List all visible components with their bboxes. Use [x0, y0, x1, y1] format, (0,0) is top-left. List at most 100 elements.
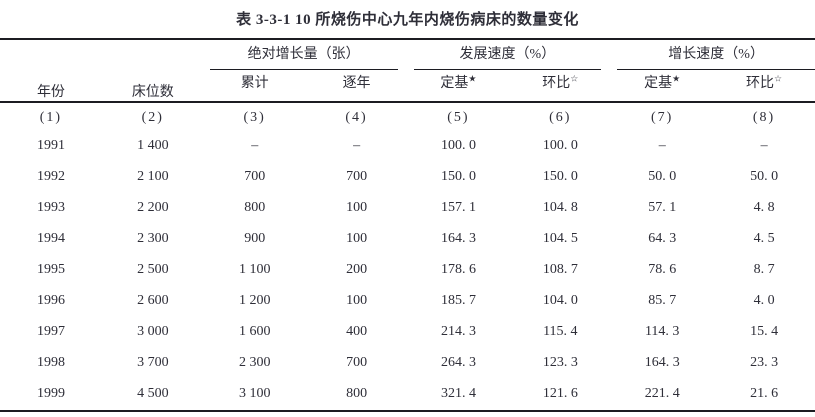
- table-cell: 4. 5: [753, 231, 775, 246]
- table-cell: 185. 7: [440, 293, 476, 308]
- subheader-label: 定基: [440, 76, 469, 91]
- table-cell: 1991: [36, 138, 65, 153]
- group-label-absolute-growth: 绝对增长量（张）: [209, 40, 398, 70]
- col-header-year: 年份: [0, 39, 102, 103]
- table-cell: 800: [244, 200, 266, 215]
- table-cell: 104. 0: [542, 293, 578, 308]
- table-cell: 150. 0: [542, 169, 578, 184]
- open-star-mark: ☆: [774, 73, 783, 84]
- table-header: 年份 床位数 绝对增长量（张） 发展速度（%） 增长速度（%） 累计 逐年 定基…: [0, 39, 815, 103]
- column-number: (7): [651, 110, 674, 125]
- table-cell: 50. 0: [750, 169, 779, 184]
- table-cell: –: [353, 138, 361, 153]
- table-cell: 2 600: [137, 293, 169, 308]
- table-row: 1993 2 200 800 100 157. 1 104. 8 57. 1 4. 8: [0, 193, 815, 224]
- column-number: (5): [447, 110, 470, 125]
- table-cell: 1995: [36, 262, 65, 277]
- table-cell: 1 400: [137, 138, 169, 153]
- table-cell: 8. 7: [753, 262, 775, 277]
- table-cell: 4. 0: [753, 293, 775, 308]
- column-number-row: (1) (2) (3) (4) (5) (6) (7) (8): [0, 102, 815, 131]
- table-cell: 3 100: [238, 386, 271, 401]
- filled-star-mark: ★: [468, 73, 477, 84]
- table-title: 表 3-3-1 10 所烧伤中心九年内烧伤病床的数量变化: [236, 12, 579, 28]
- column-number: (4): [345, 110, 368, 125]
- subheader-label: 定基: [644, 76, 673, 91]
- table-cell: 1994: [36, 231, 65, 246]
- table-cell: 100. 0: [542, 138, 578, 153]
- table-cell: 2 100: [137, 169, 169, 184]
- col-header-yearly: 逐年: [305, 70, 408, 103]
- col-header-cumulative: 累计: [203, 70, 306, 103]
- subheader-label: 累计: [240, 76, 269, 91]
- header-group-row: 年份 床位数 绝对增长量（张） 发展速度（%） 增长速度（%）: [0, 39, 815, 103]
- table-cell: –: [251, 138, 259, 153]
- table-cell: 4 500: [137, 386, 169, 401]
- table-cell: 21. 6: [750, 386, 779, 401]
- subheader-label: 环比: [542, 76, 571, 91]
- table-cell: 321. 4: [440, 386, 476, 401]
- table-row: 1996 2 600 1 200 100 185. 7 104. 0 85. 7 4. 0: [0, 286, 815, 317]
- table-cell: 1 100: [238, 262, 271, 277]
- table-cell: 1999: [36, 386, 65, 401]
- table-row: 1994 2 300 900 100 164. 3 104. 5 64. 3 4. 5: [0, 224, 815, 255]
- col-header-dev-fixed-base: 定基★: [407, 70, 510, 103]
- table-cell: 800: [346, 386, 368, 401]
- column-number: (3): [243, 110, 266, 125]
- burn-beds-statistics-table: 年份 床位数 绝对增长量（张） 发展速度（%） 增长速度（%） 累计 逐年 定基…: [0, 38, 815, 412]
- table-cell: 78. 6: [648, 262, 677, 277]
- col-header-beds: 床位数: [101, 39, 204, 103]
- col-header-growth-fixed-base: 定基★: [611, 70, 714, 103]
- table-cell: 164. 3: [440, 231, 476, 246]
- table-cell: 2 500: [137, 262, 169, 277]
- header-sub-row: 累计 逐年 定基★ 环比☆ 定基★ 环比☆: [0, 70, 815, 103]
- table-row: 1991 1 400 – – 100. 0 100. 0 – –: [0, 131, 815, 162]
- table-cell: 1 200: [238, 293, 271, 308]
- column-number: (6): [549, 110, 572, 125]
- table-cell: 700: [244, 169, 266, 184]
- table-cell: 57. 1: [648, 200, 677, 215]
- table-cell: 100: [346, 293, 368, 308]
- table-cell: 1996: [36, 293, 65, 308]
- table-row: 1997 3 000 1 600 400 214. 3 115. 4 114. 3 15. 4: [0, 317, 815, 348]
- table-row: 1998 3 700 2 300 700 264. 3 123. 3 164. 3 23. 3: [0, 348, 815, 379]
- table-cell: 164. 3: [644, 355, 680, 370]
- table-cell: 23. 3: [750, 355, 779, 370]
- table-cell: 108. 7: [542, 262, 578, 277]
- table-cell: 85. 7: [648, 293, 677, 308]
- table-cell: 1998: [36, 355, 65, 370]
- table-cell: –: [658, 138, 666, 153]
- col-group-absolute-growth: 绝对增长量（张）: [204, 39, 408, 70]
- table-cell: 100: [346, 200, 368, 215]
- table-cell: 1997: [36, 324, 65, 339]
- table-cell: 264. 3: [440, 355, 476, 370]
- table-cell: 115. 4: [543, 324, 578, 339]
- table-cell: 104. 8: [542, 200, 578, 215]
- subheader-label: 环比: [746, 76, 775, 91]
- table-cell: 3 000: [137, 324, 169, 339]
- table-cell: 15. 4: [750, 324, 779, 339]
- table-cell: 214. 3: [440, 324, 476, 339]
- table-cell: 1993: [36, 200, 65, 215]
- table-cell: 64. 3: [648, 231, 677, 246]
- table-cell: 178. 6: [440, 262, 476, 277]
- table-cell: 104. 5: [542, 231, 578, 246]
- table-cell: 4. 8: [753, 200, 775, 215]
- table-cell: 200: [346, 262, 368, 277]
- column-number: (1): [39, 110, 63, 125]
- table-cell: 700: [346, 169, 368, 184]
- column-number: (8): [752, 110, 776, 125]
- table-cell: 100. 0: [440, 138, 476, 153]
- group-label-growth-speed: 增长速度（%）: [617, 40, 815, 70]
- table-cell: 2 300: [238, 355, 271, 370]
- table-cell: 2 300: [137, 231, 169, 246]
- table-cell: 1 600: [238, 324, 271, 339]
- filled-star-mark: ★: [672, 73, 681, 84]
- col-header-dev-chain: 环比☆: [509, 70, 612, 103]
- table-cell: 221. 4: [644, 386, 680, 401]
- table-cell: 50. 0: [648, 169, 677, 184]
- table-cell: 150. 0: [440, 169, 476, 184]
- table-cell: 1992: [36, 169, 65, 184]
- table-cell: 2 200: [137, 200, 169, 215]
